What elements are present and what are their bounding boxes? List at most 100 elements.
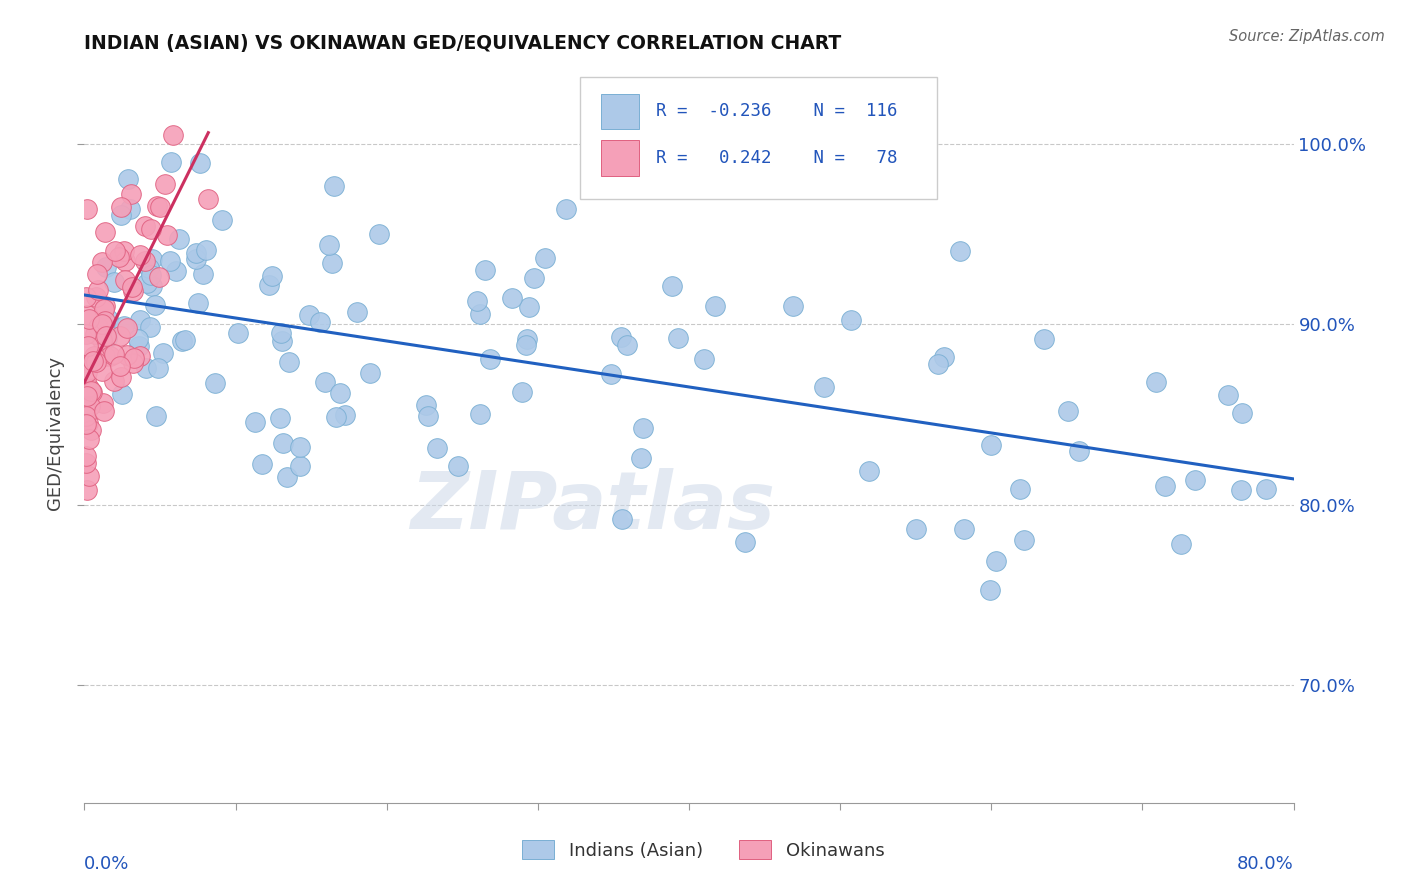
Point bbox=[188, 156, 211, 170]
Point bbox=[77, 468, 100, 483]
Point bbox=[77, 386, 100, 401]
Point bbox=[91, 254, 114, 268]
Bar bbox=[600, 140, 640, 176]
Point bbox=[103, 275, 125, 289]
Point bbox=[86, 267, 108, 281]
Point bbox=[980, 437, 1002, 451]
Point bbox=[346, 305, 368, 319]
Point bbox=[184, 246, 207, 260]
Point bbox=[122, 351, 145, 366]
Point bbox=[80, 384, 103, 398]
Point bbox=[160, 154, 183, 169]
Point bbox=[839, 313, 862, 327]
Point bbox=[141, 268, 163, 282]
Point bbox=[519, 300, 541, 314]
Point bbox=[426, 442, 449, 456]
Point bbox=[114, 273, 136, 287]
Point bbox=[87, 283, 110, 297]
Point bbox=[117, 171, 139, 186]
Point bbox=[115, 320, 138, 334]
Point bbox=[259, 278, 281, 293]
Point bbox=[194, 243, 217, 257]
Point bbox=[75, 417, 97, 432]
Point bbox=[143, 298, 166, 312]
Point bbox=[904, 523, 927, 537]
Point bbox=[141, 252, 163, 266]
Point bbox=[93, 404, 115, 418]
Point bbox=[76, 416, 98, 430]
Point bbox=[167, 232, 190, 246]
Point bbox=[112, 244, 135, 259]
Point bbox=[271, 435, 294, 450]
Point bbox=[76, 339, 98, 353]
Point bbox=[1254, 482, 1277, 496]
Point bbox=[734, 535, 756, 549]
Point bbox=[309, 315, 332, 329]
Point bbox=[87, 319, 110, 334]
Point bbox=[156, 227, 179, 242]
Point bbox=[1230, 406, 1253, 420]
Point bbox=[90, 333, 112, 347]
Point bbox=[138, 261, 160, 276]
Point bbox=[599, 367, 621, 381]
Point bbox=[141, 278, 163, 293]
Point bbox=[298, 308, 321, 322]
Point bbox=[76, 366, 98, 380]
Point bbox=[932, 350, 955, 364]
Point bbox=[139, 320, 162, 334]
Point bbox=[96, 312, 118, 326]
Point bbox=[83, 327, 105, 342]
Point bbox=[82, 353, 104, 368]
Point bbox=[84, 355, 107, 369]
Point bbox=[262, 268, 284, 283]
Point bbox=[96, 331, 118, 345]
Point bbox=[76, 362, 98, 376]
Point bbox=[288, 459, 311, 474]
Point bbox=[94, 225, 117, 239]
Point bbox=[416, 409, 439, 423]
Point bbox=[949, 244, 972, 259]
Point bbox=[1216, 388, 1239, 402]
Point bbox=[112, 318, 135, 333]
Point bbox=[77, 381, 100, 395]
Point bbox=[77, 356, 100, 370]
Point bbox=[631, 421, 654, 435]
Point bbox=[468, 307, 491, 321]
Legend: Indians (Asian), Okinawans: Indians (Asian), Okinawans bbox=[515, 832, 891, 867]
Point bbox=[1067, 443, 1090, 458]
Point bbox=[325, 409, 347, 424]
Point bbox=[153, 177, 176, 191]
Point bbox=[252, 457, 274, 471]
Point bbox=[77, 432, 100, 446]
Point bbox=[1144, 376, 1167, 390]
Point bbox=[1057, 403, 1080, 417]
Point bbox=[666, 331, 689, 345]
Point bbox=[75, 456, 97, 470]
Point bbox=[110, 200, 132, 214]
Point bbox=[1170, 537, 1192, 551]
Point bbox=[953, 522, 976, 536]
Point bbox=[197, 192, 219, 206]
Text: ZIPatlas: ZIPatlas bbox=[409, 467, 775, 546]
Point bbox=[134, 219, 156, 233]
Point bbox=[122, 284, 145, 298]
Point bbox=[359, 366, 381, 380]
Point bbox=[245, 415, 267, 429]
Point bbox=[318, 238, 340, 252]
Point bbox=[139, 221, 162, 235]
Point bbox=[91, 364, 114, 378]
Point bbox=[165, 264, 187, 278]
Point bbox=[1012, 533, 1035, 547]
Point bbox=[134, 253, 156, 268]
Point bbox=[323, 179, 346, 194]
Text: 80.0%: 80.0% bbox=[1237, 855, 1294, 872]
Point bbox=[333, 408, 356, 422]
Point bbox=[104, 244, 127, 259]
Point bbox=[321, 256, 343, 270]
Point bbox=[474, 263, 496, 277]
Text: R =   0.242    N =   78: R = 0.242 N = 78 bbox=[657, 149, 898, 167]
Point bbox=[277, 355, 299, 369]
Point bbox=[510, 385, 533, 400]
Point bbox=[329, 386, 352, 401]
Point bbox=[75, 409, 97, 423]
